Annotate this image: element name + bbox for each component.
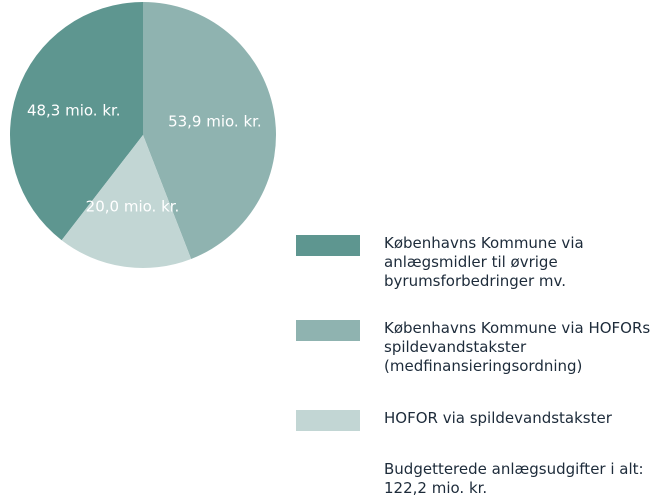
data-label: 48,3 mio. kr.	[26, 101, 121, 120]
legend-swatch	[296, 410, 360, 431]
annotation: Budgetterede anlægsudgifter i alt: 122,2…	[384, 460, 644, 495]
legend-swatch	[296, 235, 360, 256]
data-label: 20,0 mio. kr.	[85, 197, 180, 216]
legend-swatch	[296, 320, 360, 341]
pie-slice	[9, 2, 143, 241]
legend-label: Københavns Kommune via anlægsmidler til …	[384, 234, 584, 290]
legend-label: HOFOR via spildevandstakster	[384, 409, 612, 427]
pie-slice	[61, 135, 192, 268]
legend-label: Københavns Kommune via HOFORs spildevand…	[384, 319, 651, 375]
pie-slice	[143, 2, 277, 259]
data-label: 53,9 mio. kr.	[168, 112, 262, 131]
